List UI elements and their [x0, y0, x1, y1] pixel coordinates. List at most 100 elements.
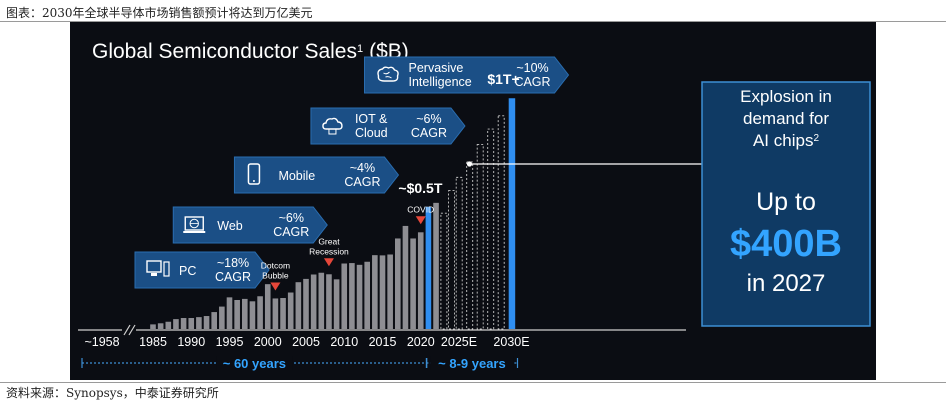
bar-1996 [234, 299, 240, 329]
bar-2012 [356, 264, 363, 329]
bar-1988 [173, 319, 179, 329]
value-label: ~$0.5T [398, 180, 442, 196]
bar-1994 [219, 306, 225, 329]
event-label: Great [318, 236, 340, 246]
figure-source: 资料来源：Synopsys，中泰证券研究所 [6, 386, 219, 400]
tick-label-1990: 1990 [177, 335, 205, 349]
bar-2020 [417, 232, 424, 329]
bar-2000 [264, 284, 271, 329]
era-name: IOT & [355, 112, 388, 126]
axis-break-mark [128, 324, 136, 336]
bar-1995 [226, 297, 233, 329]
bar-2016 [387, 254, 393, 329]
era-name: Intelligence [409, 75, 472, 89]
era-label-pc: PC ~18%CAGR [134, 251, 270, 289]
bar-2008 [326, 274, 332, 329]
bar-2006 [310, 274, 317, 329]
bar-1992 [203, 316, 210, 329]
tick-label-1985: 1985 [139, 335, 167, 349]
callout-year: in 2027 [747, 270, 826, 297]
era-arrow [172, 206, 328, 244]
tick-label-2015: 2015 [369, 335, 397, 349]
callout-heading: AI chips2 [753, 131, 819, 150]
era-label-mobile: Mobile ~4%CAGR [233, 156, 400, 194]
bar-2005 [303, 278, 309, 329]
era-name: Cloud [355, 126, 388, 140]
bar-2002 [280, 298, 286, 329]
bar-2007 [318, 272, 325, 329]
event-marker [323, 258, 334, 267]
bar-1991 [196, 317, 202, 329]
callout-heading: Explosion in [740, 87, 832, 106]
bar-2003 [287, 292, 294, 329]
bar-1985 [150, 324, 156, 329]
tick-label-2025e: 2025E [441, 335, 477, 349]
era-cagr: ~4% [350, 161, 375, 175]
brain-icon [377, 66, 399, 82]
era-cagr: CAGR [411, 126, 447, 140]
period-label-bg [430, 356, 514, 370]
era-name: Mobile [278, 169, 315, 183]
bar-2011 [349, 263, 355, 329]
semiconductor-sales-chart: Global Semiconductor Sales1 ($B)PC~18%CAG… [70, 22, 876, 380]
bar-1990 [188, 318, 195, 329]
bar-1997 [242, 298, 248, 329]
bar-2026e [466, 161, 474, 330]
bar-1993 [211, 312, 217, 329]
tick-label-1995: 1995 [216, 335, 244, 349]
bar-2022 [433, 202, 439, 329]
callout-value: $400B [730, 223, 842, 265]
bar-2014 [372, 255, 378, 329]
era-cagr: ~6% [279, 211, 304, 225]
event-label: COVID [407, 204, 434, 214]
bar-2015 [379, 255, 386, 329]
bar-2030e [508, 98, 516, 329]
bar-1999 [257, 296, 263, 329]
pc-icon [146, 260, 170, 277]
callout-heading: demand for [743, 109, 829, 128]
era-cagr: ~10% [516, 61, 548, 75]
tick-label-2010: 2010 [330, 335, 358, 349]
bar-1986 [157, 323, 164, 329]
period-label: ~ 8-9 years [438, 356, 506, 371]
figure-title: 图表：2030年全球半导体市场销售额预计将达到万亿美元 [6, 6, 313, 20]
bar-2010 [341, 263, 348, 329]
event-marker [415, 216, 426, 225]
bar-2004 [295, 282, 302, 329]
event-label: Recession [309, 246, 349, 256]
bar-1998 [249, 301, 256, 329]
era-label-iot-cloud: IOT &Cloud ~6%CAGR [310, 107, 466, 145]
callout-lead: Up to [756, 188, 816, 216]
era-name: Web [217, 219, 243, 233]
axis-break-mark [123, 324, 131, 336]
tick-label-2020: 2020 [407, 335, 435, 349]
period-label: ~ 60 years [223, 356, 286, 371]
bar-2028e [487, 128, 495, 330]
cloud-icon [322, 117, 343, 135]
bar-2021 [425, 206, 432, 329]
era-cagr: ~18% [217, 256, 249, 270]
event-label: Dotcom [261, 260, 290, 270]
bar-2001 [272, 298, 279, 329]
bar-2013 [364, 261, 370, 329]
era-cagr: CAGR [273, 225, 309, 239]
bar-2019 [410, 238, 416, 329]
bottom-rule [0, 382, 946, 383]
bar-2017 [395, 238, 401, 329]
event-label: Bubble [262, 270, 289, 280]
callout-panel [701, 81, 871, 327]
tick-label-2005: 2005 [292, 335, 320, 349]
tick-label-1958: ~1958 [84, 335, 119, 349]
era-arrow [364, 56, 570, 94]
bar-1989 [180, 318, 187, 329]
bar-2025e [455, 176, 463, 330]
era-cagr: CAGR [215, 270, 251, 284]
era-arrow [310, 107, 466, 145]
bar-1987 [165, 321, 172, 329]
era-cagr: CAGR [514, 75, 550, 89]
bar-2018 [402, 225, 409, 329]
tick-label-2000: 2000 [254, 335, 282, 349]
bar-2027e [476, 143, 484, 330]
phone-icon [247, 163, 261, 185]
bar-2023 [440, 212, 448, 330]
